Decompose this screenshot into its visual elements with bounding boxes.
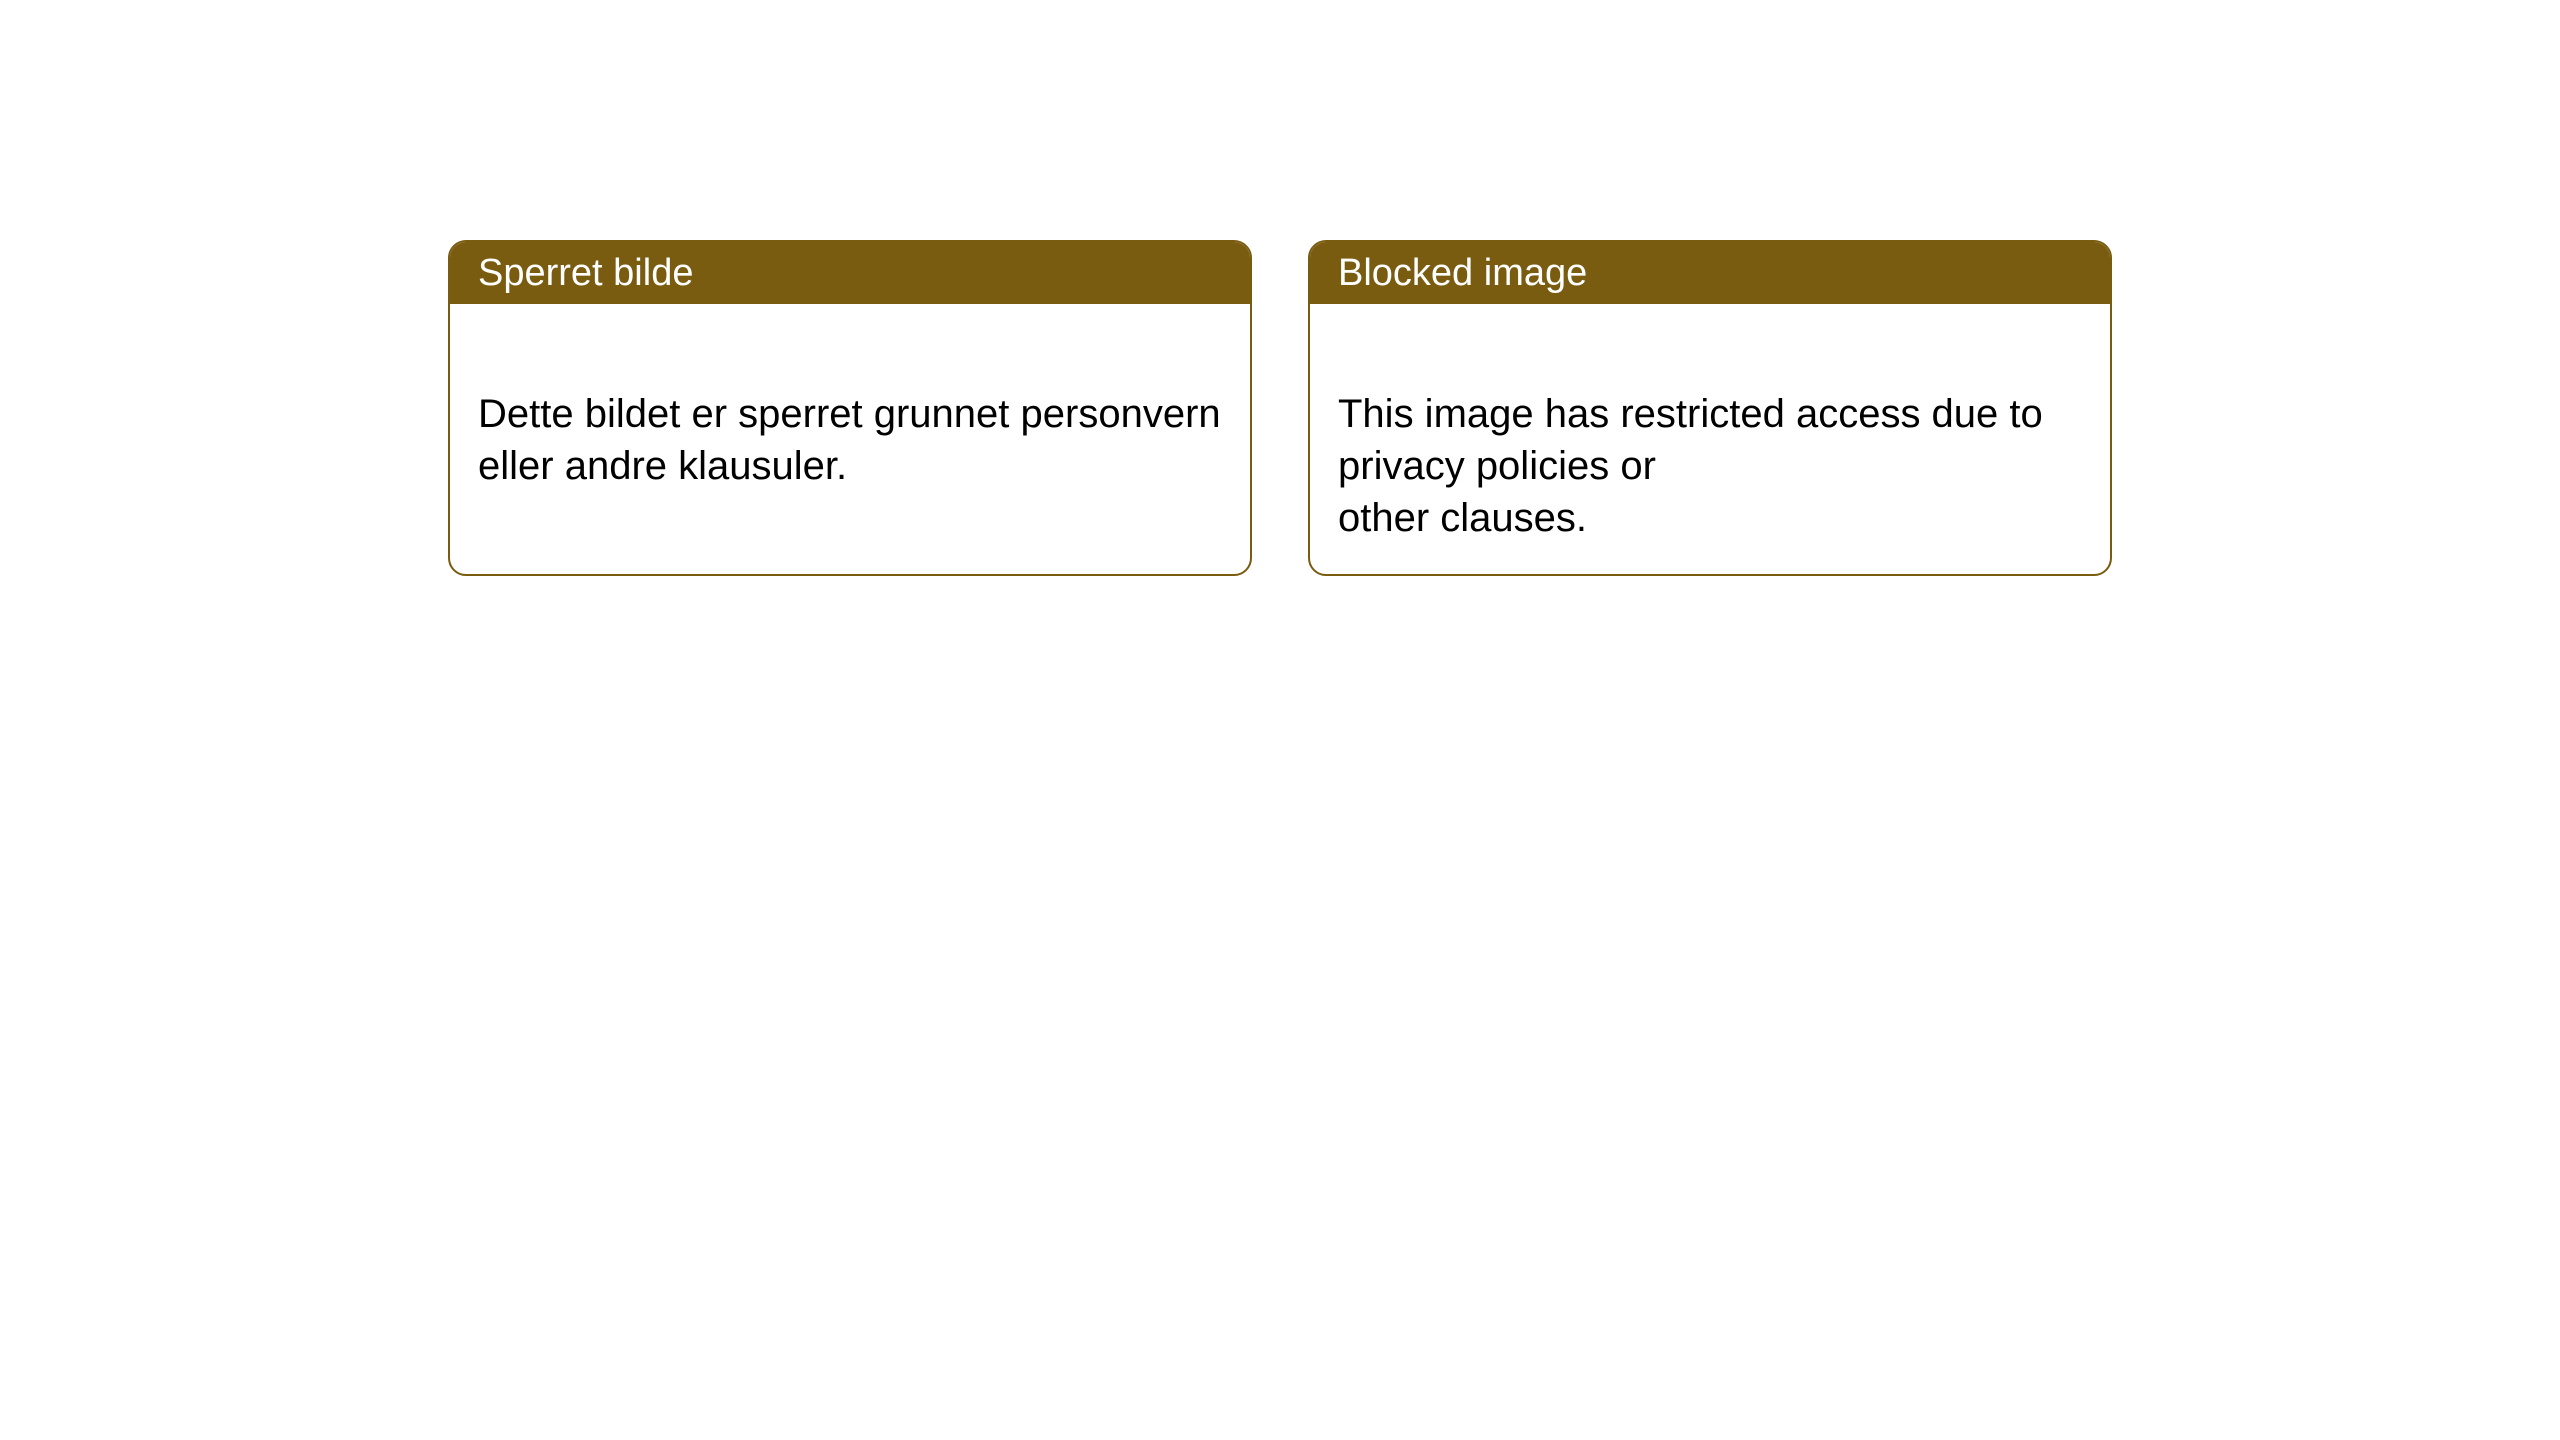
notice-card-norwegian: Sperret bilde Dette bildet er sperret gr…: [448, 240, 1252, 576]
notice-body: Dette bildet er sperret grunnet personve…: [450, 304, 1250, 524]
notice-title: Blocked image: [1338, 252, 1587, 295]
notice-text: Dette bildet er sperret grunnet personve…: [478, 392, 1221, 488]
notice-header: Sperret bilde: [450, 242, 1250, 304]
notice-title: Sperret bilde: [478, 252, 693, 295]
notice-body: This image has restricted access due to …: [1310, 304, 2110, 576]
notice-header: Blocked image: [1310, 242, 2110, 304]
notice-text: This image has restricted access due to …: [1338, 392, 2043, 540]
notice-card-english: Blocked image This image has restricted …: [1308, 240, 2112, 576]
notice-container: Sperret bilde Dette bildet er sperret gr…: [448, 240, 2112, 576]
